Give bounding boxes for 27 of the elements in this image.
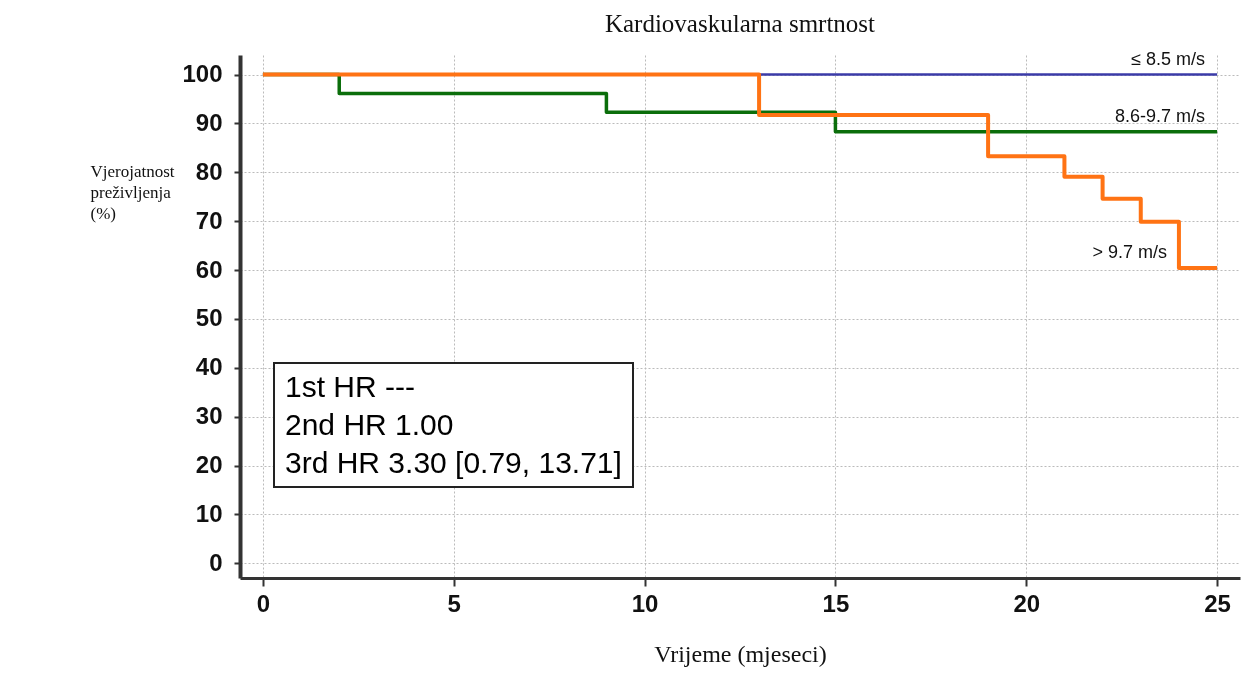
y-tick-label: 60 bbox=[195, 255, 223, 283]
series-label: > 9.7 m/s bbox=[1092, 242, 1167, 263]
y-tick-label: 30 bbox=[195, 402, 223, 430]
annotation: 1st HR --- bbox=[285, 369, 416, 405]
x-tick-label: 5 bbox=[447, 589, 461, 617]
y-tick-label: 100 bbox=[182, 60, 223, 88]
x-axis-title: Vrijeme (mjeseci) bbox=[654, 640, 827, 667]
x-tick-label: 25 bbox=[1204, 589, 1231, 617]
series-label: 8.6-9.7 m/s bbox=[1115, 105, 1206, 126]
x-tick-label: 15 bbox=[822, 589, 850, 617]
y-tick-label: 0 bbox=[209, 548, 223, 576]
y-axis-title: Vjerojatnost preživljenja (%) bbox=[90, 161, 175, 223]
x-tick-label: 0 bbox=[256, 589, 271, 617]
series-label: ≤ 8.5 m/s bbox=[1131, 48, 1206, 69]
text-box: 1st HR --- 2nd HR 1.00 3rd HR 3.30 [0.79, 13.71] bbox=[273, 362, 634, 488]
y-tick-label: 70 bbox=[195, 206, 223, 234]
y-tick-label: 90 bbox=[195, 108, 223, 136]
y-tick-label: 80 bbox=[195, 157, 223, 185]
y-tick-label: 40 bbox=[195, 353, 223, 381]
x-tick-label: 20 bbox=[1013, 589, 1041, 617]
y-tick-label: 20 bbox=[195, 451, 223, 479]
y-tick-label: 10 bbox=[195, 499, 223, 527]
chart-title: Kardiovaskularna smrtnost bbox=[604, 9, 876, 37]
x-tick-label: 10 bbox=[631, 589, 659, 617]
annotation: 2nd HR 1.00 bbox=[285, 407, 455, 443]
annotation: 3rd HR 3.30 [0.79, 13.71] bbox=[285, 445, 622, 481]
y-tick-label: 50 bbox=[195, 304, 223, 332]
